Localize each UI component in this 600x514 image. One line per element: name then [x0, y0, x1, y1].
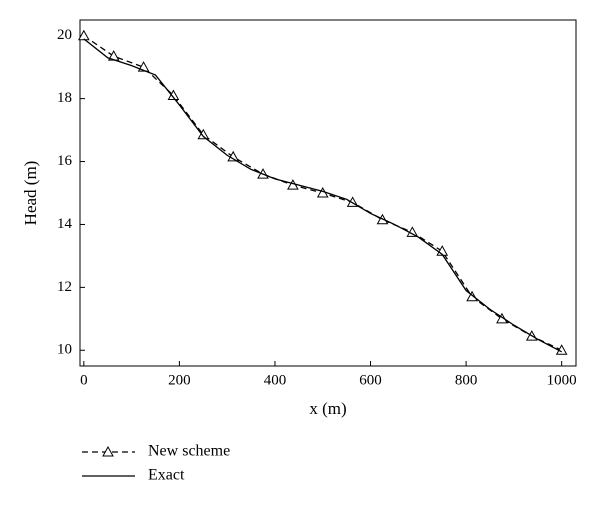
x-tick-label: 0 — [80, 372, 88, 388]
marker — [227, 150, 239, 162]
y-tick-label: 18 — [57, 90, 72, 106]
y-tick-label: 12 — [57, 279, 72, 295]
x-tick-label: 1000 — [547, 372, 577, 388]
marker — [466, 290, 478, 302]
y-axis-label: Head (m) — [21, 161, 40, 226]
x-tick-label: 600 — [359, 372, 382, 388]
marker — [77, 29, 90, 41]
series-line — [83, 38, 562, 353]
plot-frame — [79, 19, 577, 367]
y-tick-label: 16 — [57, 153, 73, 169]
marker — [197, 128, 210, 140]
legend-marker — [102, 445, 114, 457]
y-tick-label: 10 — [57, 342, 72, 358]
legend-label: New scheme — [148, 443, 230, 460]
legend-label: Exact — [148, 467, 185, 484]
y-tick-label: 14 — [57, 216, 73, 232]
x-axis-label: x (m) — [309, 399, 346, 418]
x-tick-label: 400 — [264, 372, 287, 388]
marker — [406, 226, 419, 237]
x-tick-label: 200 — [168, 372, 191, 388]
x-tick-label: 800 — [455, 372, 478, 388]
y-tick-label: 20 — [57, 27, 72, 43]
marker — [555, 344, 568, 355]
